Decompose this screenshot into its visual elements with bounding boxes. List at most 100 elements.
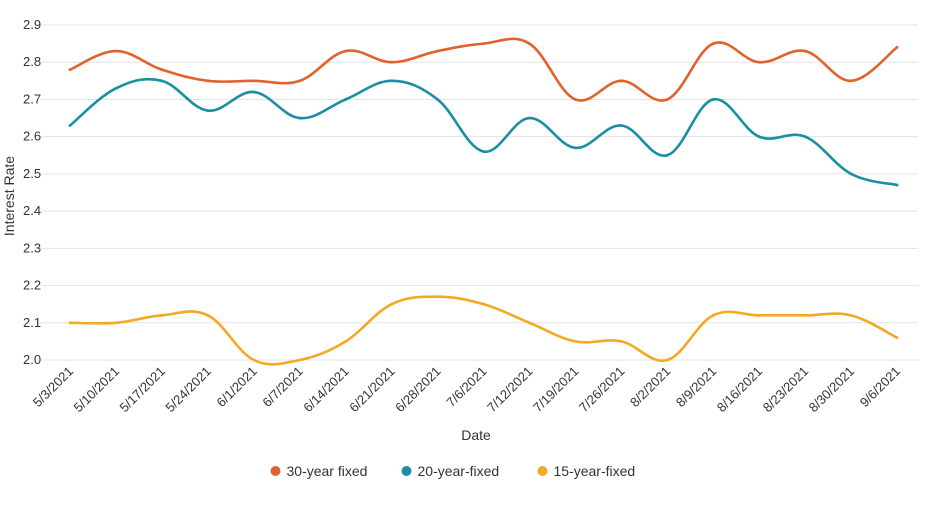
x-tick-label: 6/7/2021 bbox=[259, 364, 305, 410]
data-point-15-year-fixed bbox=[482, 302, 485, 306]
legend-item-30-year-fixed: 30-year fixed bbox=[270, 463, 368, 479]
x-tick-label: 6/28/2021 bbox=[392, 364, 444, 416]
data-point-15-year-fixed bbox=[206, 313, 210, 317]
data-point-15-year-fixed bbox=[757, 313, 761, 317]
data-point-15-year-fixed bbox=[711, 313, 715, 317]
data-point-20-year-fixed bbox=[619, 124, 623, 127]
data-point-30-year-fixed bbox=[619, 79, 623, 83]
data-point-30-year-fixed bbox=[895, 45, 899, 49]
data-point-15-year-fixed bbox=[573, 339, 577, 343]
data-point-20-year-fixed bbox=[665, 153, 669, 157]
data-point-20-year-fixed bbox=[252, 90, 256, 94]
data-point-30-year-fixed bbox=[298, 79, 302, 83]
legend-swatch bbox=[270, 466, 281, 476]
x-tick-label: 7/6/2021 bbox=[443, 364, 489, 410]
data-point-15-year-fixed bbox=[114, 321, 118, 325]
data-point-15-year-fixed bbox=[619, 339, 623, 343]
data-point-30-year-fixed bbox=[849, 79, 853, 83]
data-point-30-year-fixed bbox=[68, 68, 72, 72]
y-tick-label: 2.6 bbox=[23, 129, 41, 144]
legend-label: 30-year fixed bbox=[287, 463, 368, 479]
data-point-15-year-fixed bbox=[895, 336, 899, 340]
data-point-20-year-fixed bbox=[803, 135, 807, 139]
data-point-15-year-fixed bbox=[68, 321, 72, 325]
series-line-15-year-fixed bbox=[68, 295, 899, 366]
data-point-20-year-fixed bbox=[757, 135, 761, 139]
y-tick-labels: 2.0 2.1 2.2 2.3 2.4 2.5 2.6 2.7 2.8 2.9 bbox=[23, 17, 41, 367]
data-point-30-year-fixed bbox=[482, 42, 485, 46]
y-tick-label: 2.8 bbox=[23, 54, 41, 69]
x-tick-label: 8/9/2021 bbox=[673, 364, 719, 410]
x-tick-label: 9/6/2021 bbox=[857, 364, 903, 410]
x-tick-label: 5/17/2021 bbox=[117, 364, 169, 416]
data-point-30-year-fixed bbox=[528, 42, 531, 46]
data-point-20-year-fixed bbox=[436, 98, 439, 101]
data-point-20-year-fixed bbox=[573, 146, 577, 150]
legend-swatch bbox=[401, 466, 412, 476]
x-tick-label: 8/16/2021 bbox=[714, 364, 766, 416]
data-point-15-year-fixed bbox=[390, 302, 394, 306]
x-tick-label: 7/19/2021 bbox=[530, 364, 582, 416]
data-point-20-year-fixed bbox=[68, 124, 72, 127]
data-point-15-year-fixed bbox=[849, 313, 853, 317]
data-point-20-year-fixed bbox=[849, 172, 853, 176]
data-point-20-year-fixed bbox=[206, 109, 210, 113]
data-point-15-year-fixed bbox=[344, 339, 348, 343]
y-tick-label: 2.0 bbox=[23, 352, 41, 367]
legend-item-15-year-fixed: 15-year-fixed bbox=[537, 463, 636, 479]
data-point-20-year-fixed bbox=[298, 116, 302, 120]
data-point-20-year-fixed bbox=[344, 98, 348, 101]
x-tick-label: 6/1/2021 bbox=[214, 364, 260, 410]
data-point-15-year-fixed bbox=[160, 313, 164, 317]
x-axis-title: Date bbox=[461, 427, 491, 443]
series-line-20-year-fixed bbox=[68, 77, 899, 187]
x-tick-label: 7/12/2021 bbox=[484, 364, 536, 416]
data-point-30-year-fixed bbox=[436, 49, 439, 53]
data-point-20-year-fixed bbox=[114, 86, 118, 90]
data-point-15-year-fixed bbox=[803, 313, 807, 317]
data-point-15-year-fixed bbox=[298, 358, 302, 362]
data-point-30-year-fixed bbox=[757, 60, 761, 64]
x-tick-label: 8/30/2021 bbox=[806, 364, 858, 416]
data-point-20-year-fixed bbox=[711, 98, 715, 101]
legend-swatch bbox=[537, 466, 548, 476]
legend: 30-year fixed 20-year-fixed 15-year-fixed bbox=[270, 463, 636, 479]
series-lines bbox=[68, 37, 899, 366]
x-tick-label: 5/10/2021 bbox=[71, 364, 123, 416]
data-point-20-year-fixed bbox=[160, 79, 164, 83]
y-tick-label: 2.7 bbox=[23, 91, 41, 106]
y-tick-label: 2.5 bbox=[23, 166, 41, 181]
data-point-30-year-fixed bbox=[573, 98, 577, 101]
series-line-30-year-fixed bbox=[68, 37, 899, 102]
x-tick-label: 6/21/2021 bbox=[346, 364, 398, 416]
data-point-15-year-fixed bbox=[665, 358, 669, 362]
y-tick-label: 2.3 bbox=[23, 240, 41, 255]
data-point-15-year-fixed bbox=[436, 295, 439, 299]
data-point-30-year-fixed bbox=[390, 60, 394, 64]
data-point-30-year-fixed bbox=[160, 68, 164, 72]
data-point-30-year-fixed bbox=[665, 98, 669, 101]
y-tick-label: 2.2 bbox=[23, 278, 41, 293]
x-tick-label: 8/23/2021 bbox=[760, 364, 812, 416]
x-tick-label: 6/14/2021 bbox=[300, 364, 352, 416]
data-point-20-year-fixed bbox=[895, 183, 899, 187]
x-tick-label: 5/3/2021 bbox=[30, 364, 76, 410]
data-point-30-year-fixed bbox=[206, 79, 210, 83]
legend-label: 15-year-fixed bbox=[554, 463, 636, 479]
x-tick-label: 7/26/2021 bbox=[576, 364, 628, 416]
data-point-30-year-fixed bbox=[252, 79, 256, 83]
data-point-30-year-fixed bbox=[344, 49, 348, 53]
data-point-20-year-fixed bbox=[528, 116, 531, 120]
data-point-30-year-fixed bbox=[711, 42, 715, 46]
legend-item-20-year-fixed: 20-year-fixed bbox=[401, 463, 500, 479]
x-tick-label: 8/2/2021 bbox=[627, 364, 673, 410]
legend-label: 20-year-fixed bbox=[418, 463, 500, 479]
gridlines bbox=[40, 24, 918, 361]
y-tick-label: 2.9 bbox=[23, 17, 41, 32]
data-point-15-year-fixed bbox=[252, 358, 256, 362]
data-point-30-year-fixed bbox=[114, 49, 118, 53]
y-tick-label: 2.4 bbox=[23, 203, 41, 218]
y-axis-title: Interest Rate bbox=[1, 156, 17, 236]
x-tick-label: 5/24/2021 bbox=[162, 364, 214, 416]
